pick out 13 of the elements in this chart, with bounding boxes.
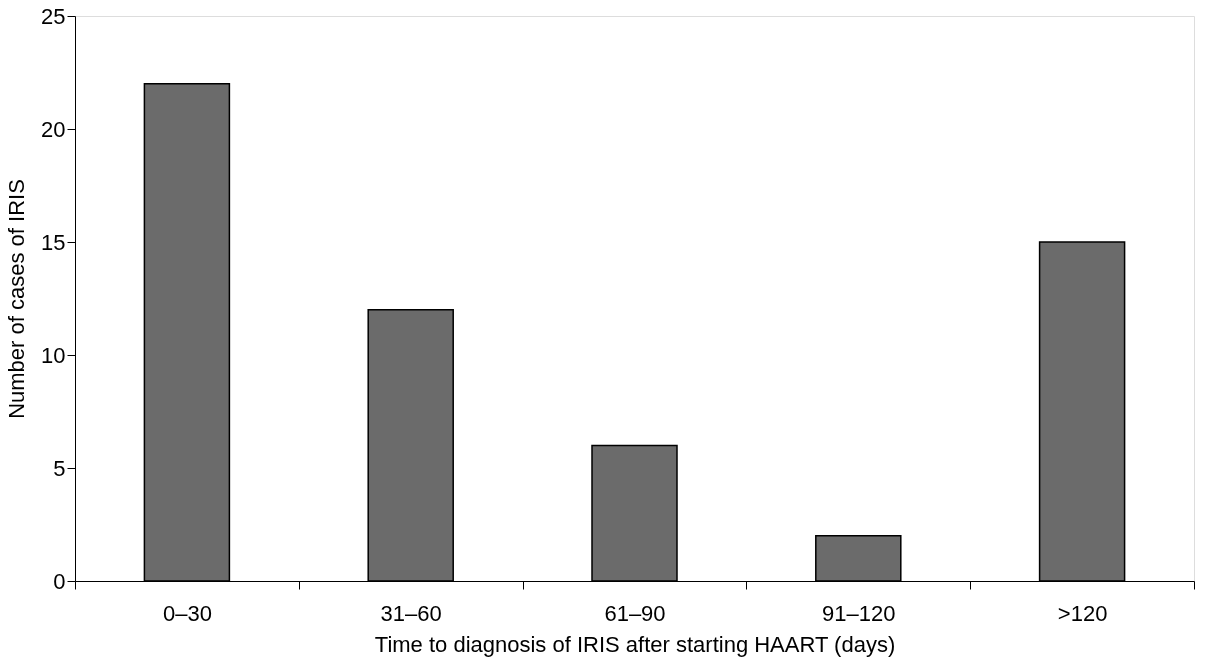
- x-axis-title: Time to diagnosis of IRIS after starting HAART (days): [374, 631, 896, 657]
- y-tick-label: 5: [53, 455, 66, 481]
- x-tick-label: 0–30: [162, 600, 212, 626]
- x-tick-label: 61–90: [604, 600, 666, 626]
- x-tick-label: 91–120: [822, 600, 896, 626]
- y-tick-label: 15: [41, 229, 66, 255]
- y-tick-label: 10: [41, 342, 66, 368]
- x-tick-label: >120: [1057, 600, 1108, 626]
- y-tick-label: 0: [53, 568, 66, 594]
- y-axis-title: Number of cases of IRIS: [4, 179, 30, 419]
- x-tick-label: 31–60: [380, 600, 442, 626]
- y-tick-label: 25: [41, 3, 66, 29]
- y-tick-label: 20: [41, 116, 66, 142]
